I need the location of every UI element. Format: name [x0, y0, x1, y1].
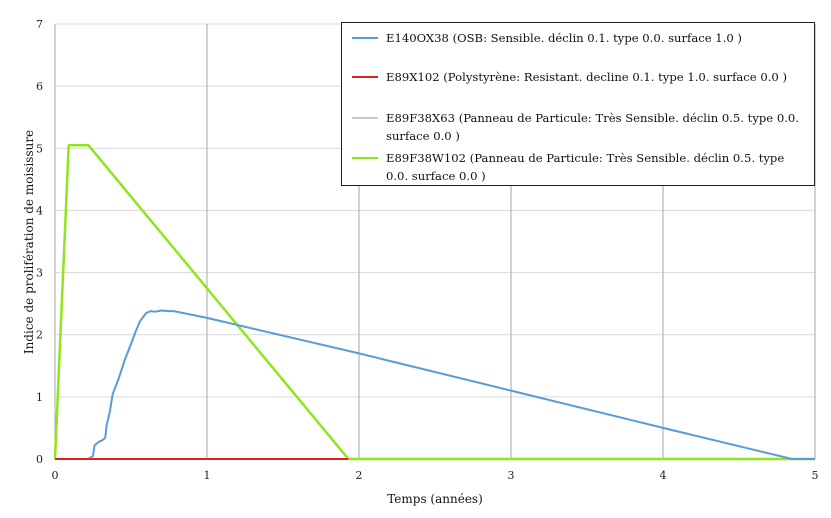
y-tick-label: 3 [36, 267, 43, 280]
x-tick-labels: 0 1 2 3 4 5 [52, 469, 819, 482]
x-axis-label: Temps (années) [387, 492, 483, 506]
y-tick-label: 0 [36, 453, 43, 466]
x-tick-label: 0 [52, 469, 59, 482]
x-tick-label: 5 [812, 469, 819, 482]
legend-item: E89F38W102 (Panneau de Particule: Très S… [352, 149, 808, 185]
y-tick-label: 5 [36, 142, 43, 155]
legend-swatch [352, 37, 378, 39]
y-tick-labels: 0 1 2 3 4 5 6 7 [36, 18, 43, 466]
y-tick-label: 1 [36, 391, 43, 404]
legend-item: E140OX38 (OSB: Sensible. déclin 0.1. typ… [352, 29, 808, 47]
legend: E140OX38 (OSB: Sensible. déclin 0.1. typ… [341, 22, 815, 186]
x-tick-label: 2 [356, 469, 363, 482]
series-line-3 [54, 144, 815, 460]
y-tick-label: 2 [36, 329, 43, 342]
legend-item: E89X102 (Polystyrène: Resistant. decline… [352, 68, 808, 86]
legend-label: E89X102 (Polystyrène: Resistant. decline… [386, 70, 787, 84]
y-axis-label: Indice de prolifération de moisissure [22, 130, 36, 354]
legend-label: E89F38W102 (Panneau de Particule: Très S… [386, 151, 785, 183]
series-lines [53, 143, 815, 461]
x-tick-label: 3 [508, 469, 515, 482]
legend-item: E89F38X63 (Panneau de Particule: Très Se… [352, 109, 808, 145]
legend-swatch [352, 157, 378, 159]
legend-label: E140OX38 (OSB: Sensible. déclin 0.1. typ… [386, 31, 742, 45]
y-tick-label: 7 [36, 18, 43, 31]
legend-label: E89F38X63 (Panneau de Particule: Très Se… [386, 111, 799, 143]
series-line-1 [55, 309, 815, 460]
y-tick-label: 6 [36, 80, 43, 93]
x-tick-label: 1 [204, 469, 211, 482]
series-line-4 [53, 143, 815, 461]
legend-swatch [352, 117, 378, 119]
x-tick-label: 4 [660, 469, 667, 482]
y-tick-label: 4 [36, 204, 43, 217]
legend-swatch [352, 76, 378, 78]
